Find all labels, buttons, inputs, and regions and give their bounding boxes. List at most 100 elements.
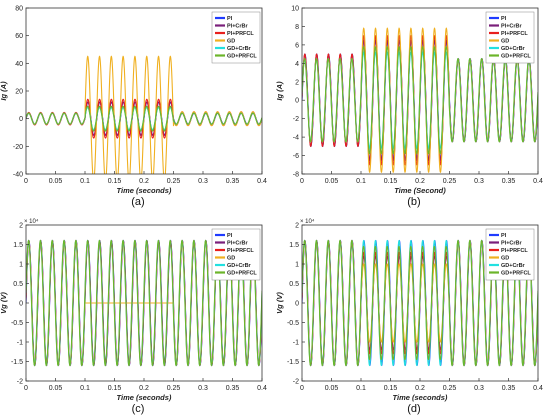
- x-tick-label: 0.05: [325, 178, 339, 185]
- series-group: [302, 27, 538, 174]
- legend-entry: PI+CrBr: [227, 24, 248, 30]
- x-tick-label: 0.25: [443, 385, 457, 392]
- x-tick-label: 0: [300, 178, 304, 185]
- x-tick-label: 0: [24, 385, 28, 392]
- legend-entry: PI+PRFCL: [501, 248, 528, 254]
- legend-entry: GD: [227, 256, 235, 262]
- chart-panel-a: 0 0.05 0.1 0.15 0.2 0.25 0.3 0.35 0.4 -40 -20 0 20 40…: [0, 6, 267, 209]
- y-tick-label: 60: [15, 33, 23, 40]
- y-tick-label: 4: [295, 61, 299, 68]
- series-line-gd-prfcl: [302, 45, 538, 155]
- legend-entry: PI+CrBr: [501, 24, 522, 30]
- legend-entry: GD+PRFCL: [501, 54, 531, 60]
- y-tick-label: -0.5: [287, 320, 299, 327]
- y-exponent-label: × 10⁴: [24, 218, 39, 225]
- y-tick-label: -1.5: [11, 359, 23, 366]
- legend-entry: GD+PRFCL: [227, 271, 257, 277]
- series-group: [26, 239, 262, 367]
- legend-entry: PI: [501, 233, 507, 239]
- x-tick-label: 0.05: [49, 385, 63, 392]
- x-tick-label: 0.2: [139, 178, 149, 185]
- x-tick-label: 0.3: [474, 385, 484, 392]
- x-tick-label: 0.2: [139, 385, 149, 392]
- y-tick-label: 20: [15, 89, 23, 96]
- x-tick-label: 0.3: [474, 178, 484, 185]
- x-tick-label: 0.25: [167, 385, 181, 392]
- legend-entry: PI+CrBr: [501, 241, 522, 247]
- legend-entry: GD+CrBr: [501, 46, 526, 52]
- x-tick-label: 0.4: [533, 385, 543, 392]
- y-tick-label: 0: [295, 301, 299, 308]
- y-axis-label: Vg (V): [0, 292, 8, 314]
- x-axis-label: Time (seconds): [393, 393, 448, 402]
- series-line-gd-prfcl: [26, 239, 262, 367]
- x-tick-label: 0.3: [198, 385, 208, 392]
- legend-entry: GD+PRFCL: [501, 271, 531, 277]
- y-tick-label: 2: [295, 79, 299, 86]
- legend-entry: PI+PRFCL: [227, 31, 254, 37]
- y-tick-label: 1.5: [289, 242, 299, 249]
- x-tick-label: 0.05: [325, 385, 339, 392]
- y-tick-label: -1: [17, 340, 23, 347]
- x-tick-label: 0.1: [356, 385, 366, 392]
- x-tick-label: 0.4: [257, 178, 267, 185]
- x-axis-label: Time (Second): [394, 186, 446, 195]
- x-tick-label: 0: [300, 385, 304, 392]
- y-tick-label: 2: [295, 223, 299, 230]
- x-tick-label: 0.35: [502, 178, 516, 185]
- x-tick-label: 0.2: [415, 385, 425, 392]
- y-tick-label: 40: [15, 61, 23, 68]
- y-tick-label: -2: [293, 116, 299, 123]
- y-tick-label: 6: [295, 42, 299, 49]
- y-tick-label: -2: [17, 379, 23, 386]
- y-tick-label: -1.5: [287, 359, 299, 366]
- legend-entry: GD+CrBr: [227, 46, 252, 52]
- x-axis-label: Time (seconds): [117, 186, 172, 195]
- x-tick-label: 0.15: [384, 385, 398, 392]
- legend-entry: GD: [501, 256, 509, 262]
- y-axis-label: Vg (V): [275, 292, 284, 314]
- y-tick-label: 0: [19, 301, 23, 308]
- y-tick-label: 10: [291, 6, 299, 13]
- y-tick-label: -1: [293, 340, 299, 347]
- x-tick-label: 0.1: [80, 385, 90, 392]
- y-tick-label: 80: [15, 6, 23, 13]
- legend-entry: PI+CrBr: [227, 241, 248, 247]
- y-tick-label: 0: [19, 116, 23, 123]
- legend-entry: GD+CrBr: [501, 263, 526, 269]
- x-tick-label: 0.1: [356, 178, 366, 185]
- panel-label: (b): [407, 196, 420, 208]
- legend-entry: PI+PRFCL: [501, 31, 528, 37]
- y-tick-label: -4: [293, 135, 299, 142]
- x-tick-label: 0.15: [384, 178, 398, 185]
- series-group: [26, 55, 262, 174]
- x-tick-label: 0.35: [226, 178, 240, 185]
- chart-panel-c: 0 0.05 0.1 0.15 0.2 0.25 0.3 0.35 0.4 -2 -1.5 -1 -0.…: [0, 218, 267, 415]
- y-tick-label: -40: [13, 172, 23, 179]
- x-axis-label: Time (seconds): [117, 393, 172, 402]
- y-tick-label: -2: [293, 379, 299, 386]
- chart-panel-b: 0 0.05 0.1 0.15 0.2 0.25 0.3 0.35 0.4 -8 -6 -4 -2 0 2 4…: [275, 6, 543, 209]
- y-tick-label: 0.5: [289, 281, 299, 288]
- y-tick-label: -6: [293, 153, 299, 160]
- legend-entry: GD: [501, 39, 509, 45]
- series-line-gd-prfcl: [26, 105, 262, 132]
- x-tick-label: 0.15: [108, 178, 122, 185]
- x-tick-label: 0.2: [415, 178, 425, 185]
- x-tick-label: 0.35: [502, 385, 516, 392]
- y-tick-label: 0: [295, 98, 299, 105]
- y-tick-label: -8: [293, 172, 299, 179]
- y-tick-label: -20: [13, 144, 23, 151]
- legend-entry: GD: [227, 39, 235, 45]
- series-group: [302, 239, 538, 367]
- x-tick-label: 0.05: [49, 178, 63, 185]
- x-tick-label: 0: [24, 178, 28, 185]
- x-tick-label: 0.4: [257, 385, 267, 392]
- x-tick-label: 0.25: [167, 178, 181, 185]
- chart-panel-d: 0 0.05 0.1 0.15 0.2 0.25 0.3 0.35 0.4 -2 -1.5 -1 -0.…: [275, 218, 543, 415]
- panel-label: (d): [407, 403, 420, 415]
- series-line-gd-prfcl: [302, 239, 538, 367]
- x-tick-label: 0.1: [80, 178, 90, 185]
